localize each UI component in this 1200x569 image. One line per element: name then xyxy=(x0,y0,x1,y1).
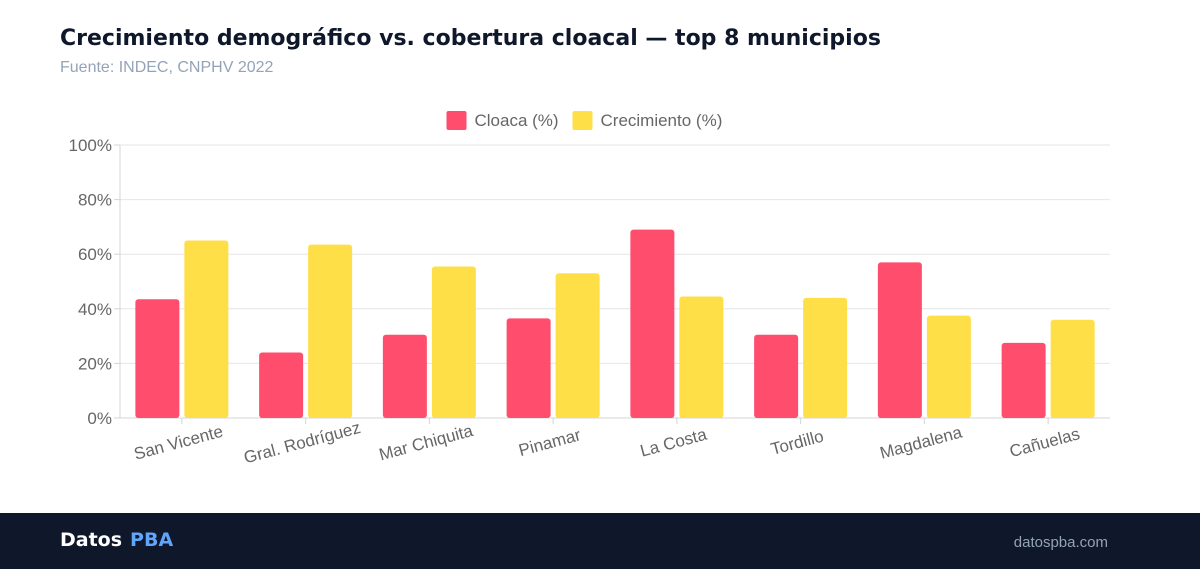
bar-crecimiento[interactable] xyxy=(308,244,353,418)
bar-cloaca[interactable] xyxy=(259,352,304,418)
x-tick-label: Gral. Rodríguez xyxy=(242,418,363,467)
legend-label[interactable]: Crecimiento (%) xyxy=(601,111,723,130)
x-tick-label: San Vicente xyxy=(132,422,225,464)
bar-cloaca[interactable] xyxy=(877,262,922,418)
y-tick-label: 0% xyxy=(87,409,112,428)
brand-logo[interactable]: Datos PBA xyxy=(60,529,173,551)
x-tick-label: Pinamar xyxy=(517,425,583,460)
bar-crecimiento[interactable] xyxy=(431,266,476,418)
y-tick-label: 100% xyxy=(69,136,112,155)
bar-crecimiento[interactable] xyxy=(803,297,848,418)
x-tick-label: Tordillo xyxy=(769,427,826,459)
bar-crecimiento[interactable] xyxy=(555,273,600,418)
bar-cloaca[interactable] xyxy=(135,299,180,418)
legend-swatch-cloaca xyxy=(446,111,467,130)
footer-bar: Datos PBA datospba.com xyxy=(0,513,1200,569)
site-link[interactable]: datospba.com xyxy=(1013,534,1108,551)
x-tick-label: La Costa xyxy=(638,425,709,461)
bar-cloaca[interactable] xyxy=(1001,342,1046,418)
chart-source: Fuente: INDEC, CNPHV 2022 xyxy=(60,59,274,76)
y-tick-label: 20% xyxy=(78,354,112,373)
y-tick-label: 40% xyxy=(78,300,112,319)
x-tick-label: Magdalena xyxy=(878,422,965,462)
y-tick-label: 60% xyxy=(78,245,112,264)
brand-secondary: PBA xyxy=(130,529,174,551)
chart-title: Crecimiento demográfico vs. cobertura cl… xyxy=(60,26,881,51)
x-tick-label: Mar Chiquita xyxy=(377,421,476,464)
bar-chart: 0% 20% 40% 60% 80% 100% San Vicente Gral. Rodrí… xyxy=(69,111,1110,467)
bar-crecimiento[interactable] xyxy=(184,240,229,418)
y-tick-label: 80% xyxy=(78,191,112,210)
bar-crecimiento[interactable] xyxy=(1050,319,1095,418)
x-tick-label: Cañuelas xyxy=(1008,424,1082,461)
bar-cloaca[interactable] xyxy=(754,334,799,418)
brand-primary: Datos xyxy=(60,529,123,551)
bar-cloaca[interactable] xyxy=(506,318,551,418)
bar-cloaca[interactable] xyxy=(630,229,675,418)
legend-label[interactable]: Cloaca (%) xyxy=(475,111,559,130)
chart-header: Crecimiento demográfico vs. cobertura cl… xyxy=(60,26,881,77)
legend-swatch-crecimiento xyxy=(572,111,593,130)
bar-crecimiento[interactable] xyxy=(926,315,971,418)
bar-cloaca[interactable] xyxy=(382,334,427,418)
bar-crecimiento[interactable] xyxy=(679,296,724,418)
